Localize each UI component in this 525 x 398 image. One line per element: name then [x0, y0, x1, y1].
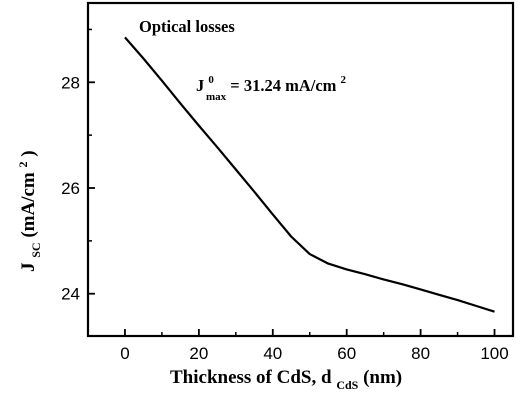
y-tick-label: 26 [61, 179, 80, 198]
plot-frame [86, 1, 515, 338]
x-axis-title-main: Thickness of CdS, d [170, 367, 332, 388]
y-tick-label: 28 [61, 73, 80, 92]
x-tick-label: 100 [480, 344, 508, 363]
y-tick-label: 24 [61, 285, 80, 304]
formula-annotation: J 0 max = 31.24 mA/cm 2 [196, 68, 347, 104]
formula-main: J [196, 76, 204, 95]
x-axis-title: Thickness of CdS, d CdS (nm) [170, 367, 402, 394]
y-axis-title-main: J [18, 263, 39, 273]
y-axis-title-close: ) [18, 150, 39, 156]
formula-value: = 31.24 mA/cm [230, 76, 336, 95]
y-axis-title-unit: (mA/cm [18, 172, 39, 238]
formula-unit-sup: 2 [341, 74, 347, 86]
y-axis-title-sub: SC [29, 242, 43, 257]
x-tick-label: 40 [263, 344, 282, 363]
x-axis-title-sub: CdS [336, 378, 358, 392]
x-tick-label: 60 [337, 344, 356, 363]
chart-annotation-title: Optical losses [139, 17, 235, 36]
series-line [124, 36, 495, 313]
y-axis-title-sup: 2 [16, 161, 30, 167]
formula-sub: max [206, 91, 227, 103]
x-tick-label: 0 [120, 344, 129, 363]
formula-sup: 0 [208, 74, 214, 86]
x-axis-title-unit: (nm) [363, 367, 402, 388]
x-tick-label: 20 [189, 344, 208, 363]
x-tick-label: 80 [411, 344, 430, 363]
y-axis-title: J SC (mA/cm 2 ) [11, 150, 45, 272]
ticks [88, 28, 496, 336]
